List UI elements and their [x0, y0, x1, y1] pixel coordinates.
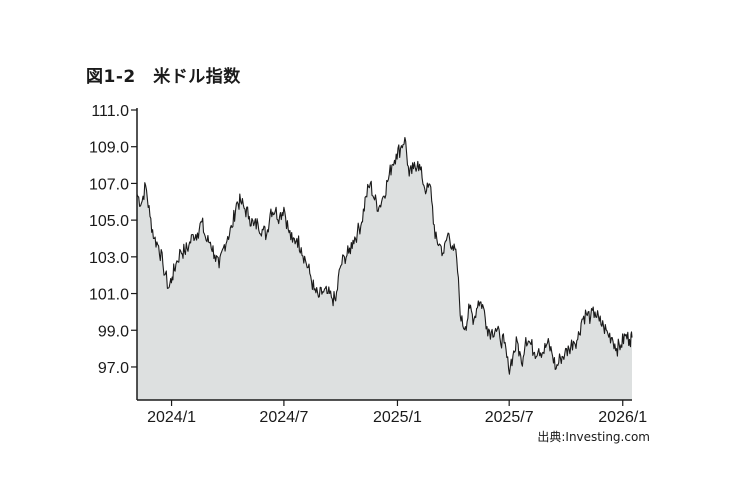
x-tick-label: 2025/1 — [373, 409, 422, 426]
y-tick-label: 109.0 — [89, 140, 129, 157]
x-axis-ticks: 2024/1 2024/7 2025/1 2025/7 2026/1 — [147, 400, 647, 426]
x-tick-label: 2026/1 — [598, 409, 647, 426]
y-tick-label: 103.0 — [89, 250, 129, 267]
x-tick-label: 2024/1 — [147, 409, 196, 426]
y-tick-label: 101.0 — [89, 287, 129, 304]
price-area-fill — [137, 137, 632, 400]
y-tick-label: 107.0 — [89, 176, 129, 193]
y-tick-label: 99.0 — [98, 323, 129, 340]
chart-title: 図1-2 米ドル指数 — [86, 67, 241, 87]
y-axis-ticks: 97.0 99.0 101.0 103.0 105.0 107.0 109.0 111.0 — [89, 103, 137, 377]
x-tick-label: 2024/7 — [259, 409, 308, 426]
source-label: 出典:Investing.com — [537, 430, 650, 444]
price-line — [136, 136, 633, 375]
plot-area — [136, 136, 633, 400]
y-tick-label: 105.0 — [89, 213, 129, 230]
y-tick-label: 97.0 — [98, 360, 129, 377]
y-tick-label: 111.0 — [91, 103, 129, 120]
x-tick-label: 2025/7 — [485, 409, 534, 426]
